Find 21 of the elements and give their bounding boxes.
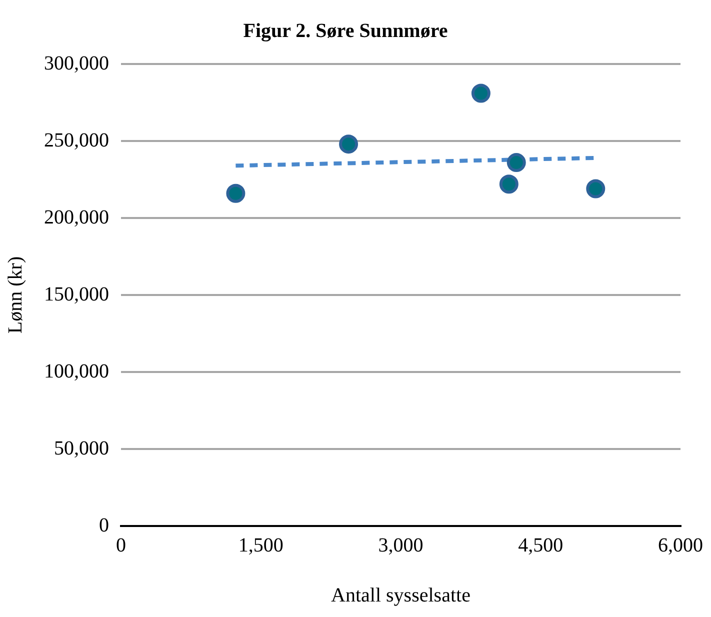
x-axis-title: Antall sysselsatte [331,584,471,606]
y-tick-label: 50,000 [54,437,109,460]
x-tick-label: 6,000 [658,534,703,556]
point [586,179,606,198]
y-axis-title: Lønn (kr) [4,256,26,334]
point [226,184,246,203]
x-tick-label: 3,000 [378,534,424,556]
y-tick-label: 0 [99,514,109,536]
x-tick-label: 0 [116,534,126,556]
x-tick-label: 1,500 [238,534,284,556]
chart-title: Figur 2. Søre Sunnmøre [243,20,448,42]
y-tick-label: 200,000 [44,206,109,228]
point [499,174,518,194]
point [339,134,358,154]
y-tick-label: 250,000 [44,129,109,152]
point [506,153,526,172]
y-tick-label: 100,000 [44,360,109,382]
y-tick-label: 300,000 [44,52,109,74]
point [471,84,490,103]
x-tick-label: 4,500 [518,534,564,556]
y-tick-label: 150,000 [44,283,109,306]
